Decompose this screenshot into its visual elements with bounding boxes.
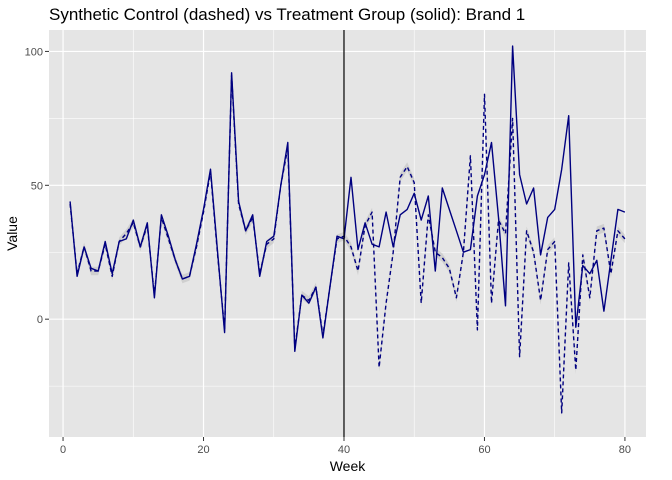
chart-title: Synthetic Control (dashed) vs Treatment …: [49, 5, 525, 24]
x-axis: 0 20 40 60 80: [60, 437, 631, 456]
y-tick-label: 100: [25, 46, 43, 58]
x-tick-label: 20: [197, 444, 209, 456]
y-tick-label: 50: [31, 180, 43, 192]
synthetic-control-band: [70, 71, 625, 418]
x-axis-title: Week: [330, 458, 367, 474]
x-tick-label: 0: [60, 444, 66, 456]
series-line-treatment: [69, 45, 626, 352]
confidence-bands: [70, 71, 625, 418]
y-tick-label: 0: [37, 314, 43, 326]
x-tick-label: 40: [338, 444, 350, 456]
y-axis-title: Value: [4, 216, 20, 251]
grid-minor: [49, 30, 646, 437]
plot-panel: [49, 30, 646, 437]
x-tick-label: 80: [619, 444, 631, 456]
y-axis: 0 50 100: [25, 46, 49, 326]
x-tick-label: 60: [478, 444, 490, 456]
series-line-synthetic-control: [69, 74, 626, 414]
series-layer: [69, 45, 626, 414]
